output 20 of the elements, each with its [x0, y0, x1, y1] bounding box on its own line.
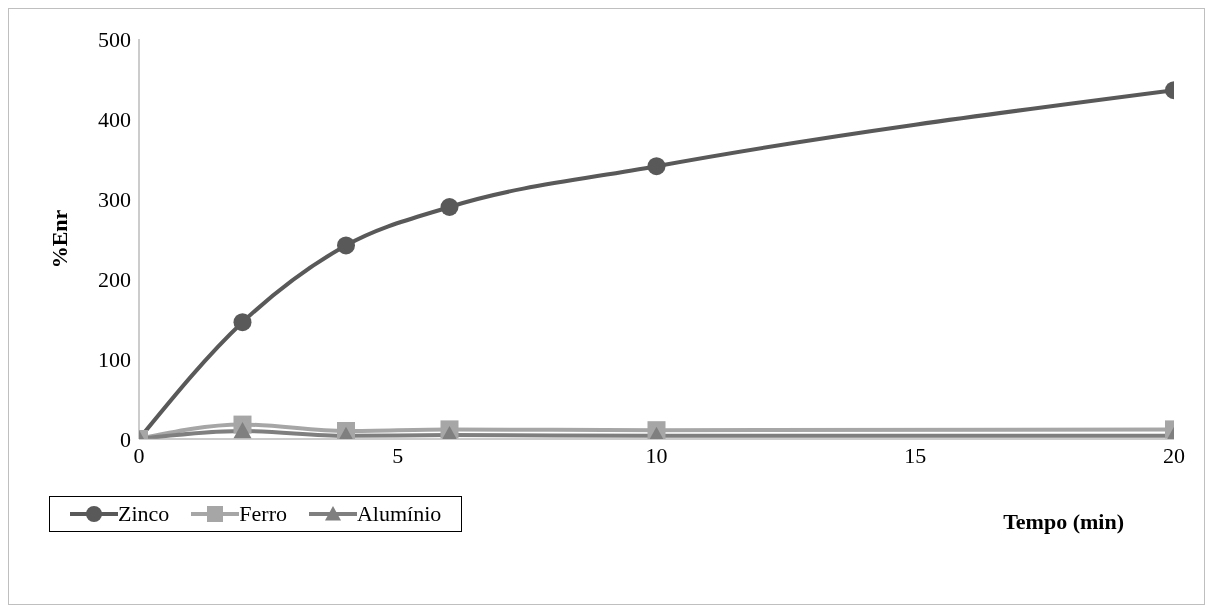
x-tick-label: 10	[645, 442, 668, 468]
point	[233, 422, 252, 439]
legend-label: Ferro	[239, 501, 287, 527]
x-tick-label: 5	[392, 442, 404, 468]
y-tick-label: 300	[98, 186, 131, 212]
x-tick-label: 15	[904, 442, 927, 468]
x-tick-label: 20	[1163, 442, 1185, 468]
y-axis-title: %Enr	[46, 209, 72, 269]
y-tick-label: 100	[98, 346, 131, 372]
y-tick-label: 200	[98, 266, 131, 292]
point	[337, 236, 355, 255]
y-tick-label: 0	[120, 426, 131, 452]
x-axis-title: Tempo (min)	[1003, 509, 1124, 535]
legend-label: Zinco	[118, 501, 170, 527]
y-tick-label: 500	[98, 26, 131, 52]
legend-label: Alumínio	[356, 501, 442, 527]
point	[440, 198, 459, 216]
point	[647, 157, 666, 176]
y-tick-label: 400	[98, 106, 131, 132]
point	[233, 313, 252, 332]
